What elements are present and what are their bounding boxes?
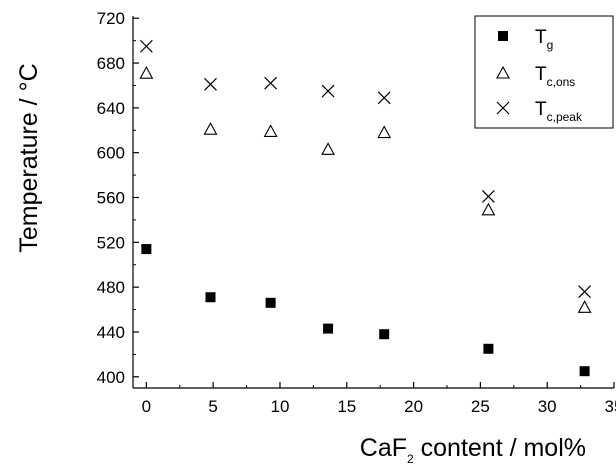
y-tick-label: 640 (97, 99, 125, 118)
x-axis-title-rest: content / mol% (414, 434, 586, 462)
tc-peak-point (481, 189, 495, 203)
tg-point (205, 292, 216, 303)
tc-peak-point (139, 39, 153, 53)
legend-entry-tc-peak-marker (496, 101, 510, 115)
x-axis-title-main: CaF (360, 434, 407, 462)
x-tick-label: 30 (538, 397, 557, 416)
legend-entry-tc-peak-label: Tc,peak (535, 99, 583, 124)
y-tick-label: 720 (97, 9, 125, 28)
tc-ons-point (263, 124, 278, 137)
tc-peak-point (204, 77, 217, 91)
y-tick-label: 400 (97, 368, 125, 387)
x-tick-label: 15 (337, 397, 356, 416)
tc-peak-point (578, 285, 592, 299)
tg-point (579, 366, 590, 377)
data-points (139, 39, 592, 377)
x-tick-label: 0 (142, 397, 151, 416)
y-tick-label: 680 (97, 54, 125, 73)
x-axis-ticks: 0 5 10 15 20 25 30 35 (142, 382, 616, 416)
legend-entry-tg-marker (498, 31, 508, 41)
x-tick-label: 25 (471, 397, 490, 416)
tc-ons-point (139, 65, 154, 79)
y-tick-label: 600 (97, 144, 125, 163)
tc-peak-point (321, 84, 335, 98)
y-tick-label: 520 (97, 233, 125, 252)
legend-entry-tc-ons-label: Tc,ons (535, 64, 575, 89)
y-tick-label: 480 (97, 278, 125, 297)
legend-entry-tg-label: Tg (535, 27, 553, 52)
tc-ons-point (203, 122, 218, 135)
x-tick-label: 5 (208, 397, 217, 416)
tc-ons-point (321, 142, 335, 155)
x-tick-label: 10 (271, 397, 290, 416)
tg-point (323, 323, 334, 334)
tc-peak-point (377, 91, 391, 105)
tg-point (265, 297, 276, 308)
tc-ons-point (377, 125, 392, 139)
y-axis-ticks: 400 440 480 520 560 600 640 680 720 (97, 9, 139, 387)
legend: Tg Tc,ons Tc,peak (474, 15, 614, 129)
x-tick-label: 35 (605, 397, 616, 416)
y-tick-label: 560 (97, 189, 125, 208)
tg-point (483, 343, 494, 354)
tc-ons-point (481, 202, 496, 216)
x-axis-title-subscript: 2 (407, 452, 414, 466)
tc-peak-point (264, 76, 278, 90)
y-axis-title: Temperature / °C (15, 63, 43, 252)
tg-point (141, 244, 152, 255)
legend-entry-tc-ons-marker (496, 65, 510, 79)
x-axis-title: CaF2 content / mol% (360, 434, 586, 466)
tg-point (379, 329, 390, 340)
tc-ons-point (577, 300, 592, 313)
x-tick-label: 20 (404, 397, 423, 416)
y-tick-label: 440 (97, 323, 125, 342)
